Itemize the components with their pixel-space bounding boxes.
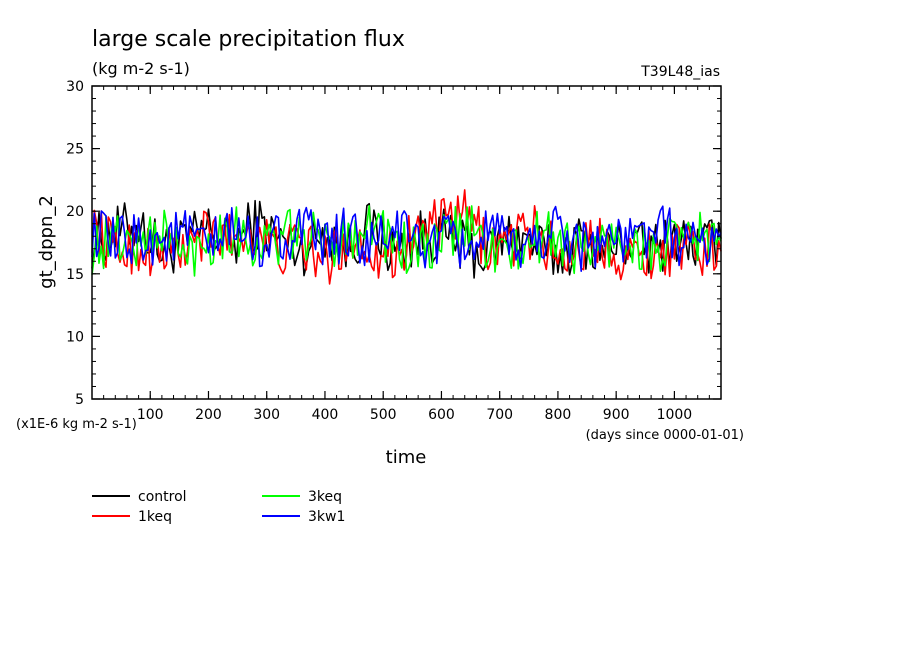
y-tick-label: 10 [66, 329, 84, 345]
x-tick-label: 300 [253, 407, 280, 423]
legend-label-3kw1: 3kw1 [308, 509, 345, 525]
legend-label-control: control [138, 489, 187, 505]
legend-label-3keq: 3keq [308, 489, 342, 505]
x-tick-label: 200 [195, 407, 222, 423]
x-tick-labels: 100 200 300 400 500 600 700 800 900 1000 [137, 407, 692, 423]
y-tick-label: 5 [75, 392, 84, 408]
x-tick-label: 400 [312, 407, 339, 423]
x-axis-label: time [386, 447, 427, 468]
x-tick-label: 500 [370, 407, 397, 423]
major-ticks [92, 85, 721, 400]
legend-label-1keq: 1keq [138, 509, 172, 525]
legend: control 1keq 3keq 3kw1 [92, 489, 345, 525]
chart-units: (kg m-2 s-1) [92, 59, 190, 78]
x-tick-label: 600 [428, 407, 455, 423]
y-axis-label: gt_dppn_2 [36, 195, 57, 289]
y-tick-label: 30 [66, 79, 84, 95]
y-scale-note: (x1E-6 kg m-2 s-1) [16, 417, 137, 432]
x-tick-label: 900 [603, 407, 630, 423]
x-tick-label: 1000 [657, 407, 693, 423]
series-line-3keq [91, 205, 722, 277]
y-tick-labels: 5 10 15 20 25 30 [66, 79, 84, 408]
run-tag: T39L48_ias [640, 64, 720, 80]
x-tick-label: 100 [137, 407, 164, 423]
chart-title: large scale precipitation flux [92, 27, 405, 52]
y-tick-label: 20 [66, 204, 84, 220]
x-tick-label: 800 [545, 407, 572, 423]
x-tick-label: 700 [486, 407, 513, 423]
y-tick-label: 25 [66, 142, 84, 158]
y-tick-label: 15 [66, 267, 84, 283]
x-unit-note: (days since 0000-01-01) [586, 428, 744, 443]
series-line-3kw1 [91, 205, 722, 273]
series-layer [91, 189, 722, 285]
